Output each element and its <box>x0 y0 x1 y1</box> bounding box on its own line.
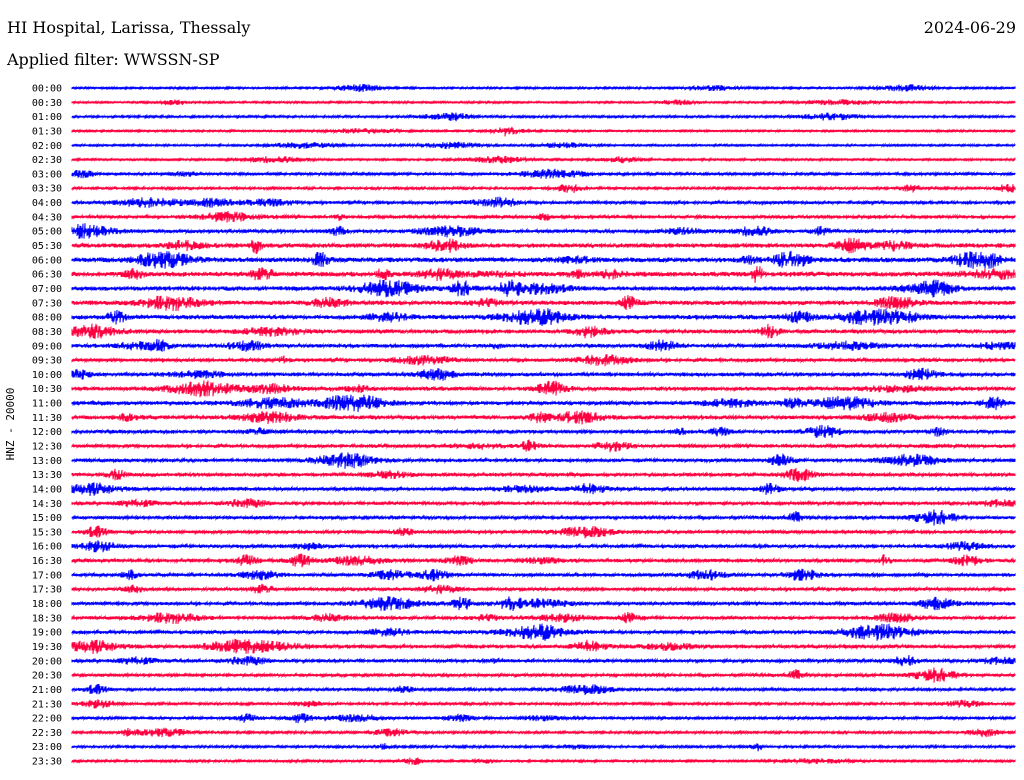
row-label: 16:30 <box>32 556 62 567</box>
row-label: 20:00 <box>32 656 62 667</box>
row-label: 01:00 <box>32 112 62 123</box>
row-label: 09:30 <box>32 356 62 367</box>
row-label: 05:00 <box>32 227 62 238</box>
row-label: 19:30 <box>32 642 62 653</box>
y-axis-label: HNZ - 20000 <box>4 388 17 461</box>
row-label: 11:00 <box>32 399 62 410</box>
row-label: 17:30 <box>32 585 62 596</box>
row-label: 12:30 <box>32 442 62 453</box>
row-label: 14:30 <box>32 499 62 510</box>
row-label: 02:30 <box>32 155 62 166</box>
row-label: 14:00 <box>32 484 62 495</box>
row-label: 04:30 <box>32 212 62 223</box>
row-label: 09:00 <box>32 341 62 352</box>
row-label: 04:00 <box>32 198 62 209</box>
row-label: 10:00 <box>32 370 62 381</box>
row-label: 06:30 <box>32 270 62 281</box>
row-label: 00:00 <box>32 84 62 95</box>
row-label: 15:00 <box>32 513 62 524</box>
row-label: 07:30 <box>32 298 62 309</box>
filter-label: Applied filter: WWSSN-SP <box>7 50 220 69</box>
row-label: 06:00 <box>32 255 62 266</box>
row-label: 21:30 <box>32 699 62 710</box>
traces <box>71 83 1016 766</box>
row-label: 10:30 <box>32 384 62 395</box>
row-label: 23:30 <box>32 757 62 768</box>
row-label: 08:30 <box>32 327 62 338</box>
row-label: 01:30 <box>32 126 62 137</box>
row-label: 23:00 <box>32 742 62 753</box>
row-label: 22:30 <box>32 728 62 739</box>
row-label: 11:30 <box>32 413 62 424</box>
row-label: 02:00 <box>32 141 62 152</box>
row-label: 13:00 <box>32 456 62 467</box>
row-label: 15:30 <box>32 527 62 538</box>
row-label: 08:00 <box>32 313 62 324</box>
date-label: 2024-06-29 <box>923 18 1016 37</box>
row-label: 20:30 <box>32 671 62 682</box>
row-label: 03:30 <box>32 184 62 195</box>
row-label: 07:00 <box>32 284 62 295</box>
row-label: 03:00 <box>32 169 62 180</box>
trace-row <box>71 308 1016 327</box>
row-label: 18:00 <box>32 599 62 610</box>
station-title: HI Hospital, Larissa, Thessaly <box>7 18 251 37</box>
row-label: 17:00 <box>32 570 62 581</box>
row-labels: 00:00 00:30 01:00 01:30 02:00 02:30 03:00 03:30… <box>32 84 62 768</box>
row-label: 13:30 <box>32 470 62 481</box>
row-label: 22:00 <box>32 714 62 725</box>
row-label: 05:30 <box>32 241 62 252</box>
row-label: 16:00 <box>32 542 62 553</box>
row-label: 19:00 <box>32 628 62 639</box>
row-label: 18:30 <box>32 613 62 624</box>
row-label: 21:00 <box>32 685 62 696</box>
row-label: 00:30 <box>32 98 62 109</box>
row-label: 12:00 <box>32 427 62 438</box>
